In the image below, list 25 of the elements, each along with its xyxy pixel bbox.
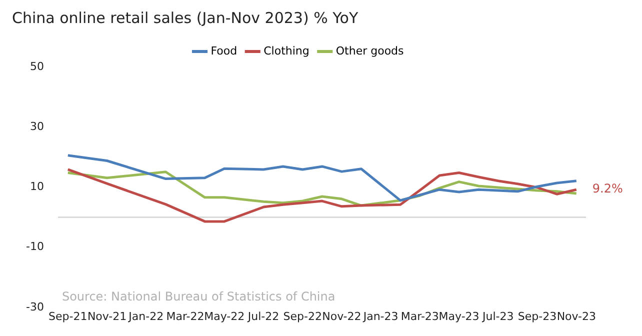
chart-title: China online retail sales (Jan-Nov 2023) % YoY [12, 8, 359, 27]
x-tick-label: Mar-23 [400, 310, 439, 323]
annotation: Source: National Bureau of Statistics of China [62, 290, 336, 304]
x-tick-label: Jul-22 [246, 310, 280, 323]
y-tick-label: 10 [30, 180, 44, 194]
legend-label: Food [210, 44, 238, 58]
x-tick-label: Nov-21 [87, 310, 127, 323]
x-tick-label: Sep-21 [48, 310, 88, 323]
annotation: 9.2% [592, 182, 623, 196]
x-tick-label: May-23 [438, 310, 480, 323]
legend-label: Other goods [336, 44, 404, 58]
legend-label: Clothing [264, 44, 310, 58]
x-tick-label: Sep-22 [283, 310, 322, 323]
x-tick-label: Nov-23 [556, 310, 596, 323]
x-tick-label: Mar-22 [166, 310, 204, 323]
y-tick-label: -30 [26, 300, 44, 314]
y-tick-label: 30 [30, 120, 44, 133]
x-tick-label: Jan-22 [128, 310, 164, 323]
x-tick-label: Jul-23 [482, 310, 514, 323]
x-tick-label: Sep-23 [518, 310, 557, 323]
x-tick-label: Jan-23 [362, 310, 398, 323]
y-tick-label: -10 [26, 240, 44, 254]
x-tick-label: May-22 [204, 310, 245, 323]
x-tick-label: Nov-22 [322, 310, 362, 323]
y-tick-label: 50 [30, 60, 44, 73]
